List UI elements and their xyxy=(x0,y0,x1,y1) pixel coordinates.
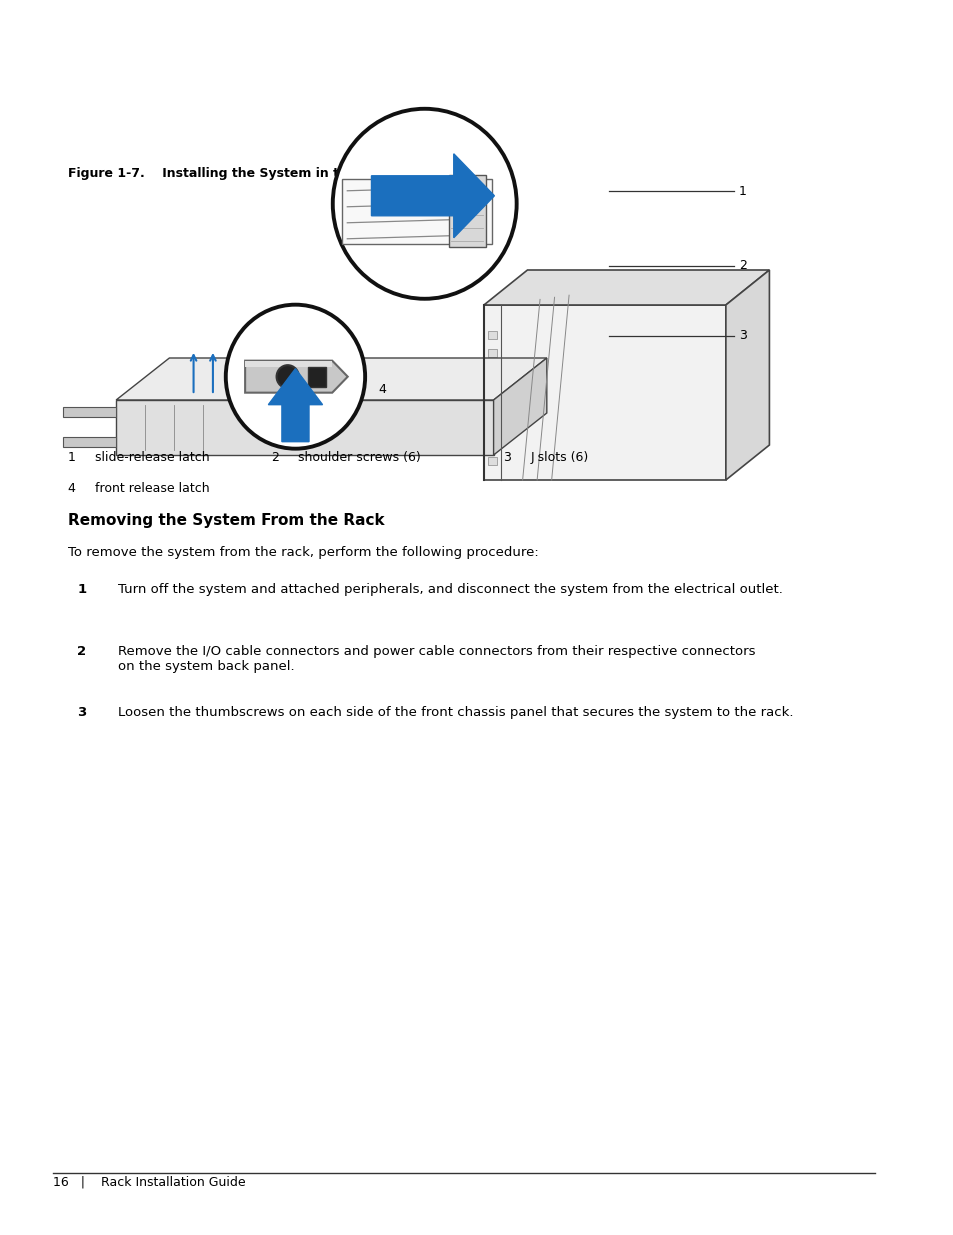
Polygon shape xyxy=(116,358,546,400)
Text: 2: 2 xyxy=(271,451,278,464)
Polygon shape xyxy=(268,369,322,442)
Text: 3: 3 xyxy=(503,451,511,464)
FancyBboxPatch shape xyxy=(487,457,497,466)
Text: 2: 2 xyxy=(738,259,746,272)
Text: Loosen the thumbscrews on each side of the front chassis panel that secures the : Loosen the thumbscrews on each side of t… xyxy=(118,706,793,720)
FancyBboxPatch shape xyxy=(487,403,497,411)
Text: slide-release latch: slide-release latch xyxy=(94,451,210,464)
FancyBboxPatch shape xyxy=(342,179,492,243)
FancyBboxPatch shape xyxy=(487,438,497,447)
Polygon shape xyxy=(371,154,494,238)
Polygon shape xyxy=(245,361,347,393)
FancyBboxPatch shape xyxy=(487,350,497,357)
Text: J slots (6): J slots (6) xyxy=(530,451,588,464)
Text: 4: 4 xyxy=(68,482,75,495)
FancyBboxPatch shape xyxy=(483,305,725,480)
Polygon shape xyxy=(483,270,769,305)
Text: Removing the System From the Rack: Removing the System From the Rack xyxy=(68,513,384,527)
Text: Turn off the system and attached peripherals, and disconnect the system from the: Turn off the system and attached periphe… xyxy=(118,583,782,597)
Text: Remove the I/O cable connectors and power cable connectors from their respective: Remove the I/O cable connectors and powe… xyxy=(118,645,755,673)
Polygon shape xyxy=(63,437,116,447)
Polygon shape xyxy=(116,400,493,454)
Text: Figure 1-7.    Installing the System in the Rack: Figure 1-7. Installing the System in the… xyxy=(68,167,394,180)
FancyBboxPatch shape xyxy=(487,331,497,338)
Polygon shape xyxy=(245,361,332,367)
Polygon shape xyxy=(725,270,769,480)
Text: 1: 1 xyxy=(68,451,75,464)
Text: 1: 1 xyxy=(738,185,746,198)
Text: 2: 2 xyxy=(77,645,87,658)
Circle shape xyxy=(276,366,298,388)
Text: 3: 3 xyxy=(77,706,87,720)
Text: 16   |    Rack Installation Guide: 16 | Rack Installation Guide xyxy=(53,1174,246,1188)
Text: front release latch: front release latch xyxy=(94,482,210,495)
Polygon shape xyxy=(493,358,546,454)
Polygon shape xyxy=(63,408,116,417)
Text: shoulder screws (6): shoulder screws (6) xyxy=(297,451,420,464)
FancyBboxPatch shape xyxy=(449,175,485,247)
Text: To remove the system from the rack, perform the following procedure:: To remove the system from the rack, perf… xyxy=(68,546,537,559)
Circle shape xyxy=(333,109,517,299)
FancyBboxPatch shape xyxy=(487,421,497,429)
FancyBboxPatch shape xyxy=(487,367,497,375)
Text: 1: 1 xyxy=(77,583,87,597)
FancyBboxPatch shape xyxy=(308,367,326,387)
FancyBboxPatch shape xyxy=(487,385,497,393)
Text: 3: 3 xyxy=(738,330,746,342)
Circle shape xyxy=(226,305,365,448)
Text: 4: 4 xyxy=(378,383,386,395)
